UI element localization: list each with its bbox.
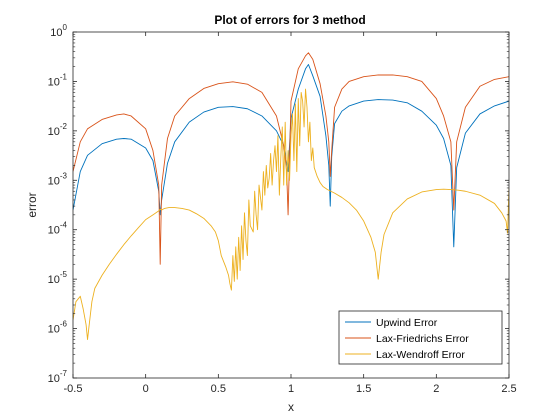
x-tick-label: 1.5 (356, 383, 371, 395)
x-tick-label: 0 (143, 383, 149, 395)
y-axis-label: error (25, 192, 39, 217)
y-tick-label: 10-2 (48, 122, 68, 138)
y-tick-label: 10-1 (48, 72, 68, 88)
y-tick-label-base: 10 (48, 126, 60, 138)
y-tick-label: 10-3 (48, 171, 68, 187)
y-tick-label-exponent: -7 (60, 369, 68, 378)
y-tick-label-base: 10 (50, 27, 62, 39)
chart-title: Plot of errors for 3 method (214, 13, 365, 27)
series-line-3 (73, 88, 509, 340)
legend: Upwind Error Lax-Friedrichs Error Lax-Wend… (338, 310, 503, 365)
y-tick-label-base: 10 (48, 373, 60, 385)
y-tick-label-exponent: -3 (60, 171, 68, 180)
y-tick-label-base: 10 (48, 225, 60, 237)
y-tick-label-base: 10 (48, 175, 60, 187)
x-tick-label: 0.5 (211, 383, 226, 395)
legend-label: Upwind Error (376, 317, 438, 329)
series-layer (73, 52, 509, 340)
legend-label: Lax-Wendroff Error (376, 349, 465, 361)
x-tick-label: -0.5 (64, 383, 83, 395)
y-tick-label-exponent: 0 (63, 23, 68, 32)
y-tick-label-base: 10 (48, 324, 60, 336)
y-tick-label-exponent: -6 (60, 320, 68, 329)
x-axis: -0.5 0 0.5 1 1.5 2 2.5 (64, 32, 517, 395)
y-tick-label-exponent: -4 (60, 221, 68, 230)
y-tick-label: 10-5 (48, 270, 68, 286)
x-axis-label: x (288, 400, 294, 414)
legend-label: Lax-Friedrichs Error (376, 333, 469, 345)
y-tick-label-exponent: -1 (60, 72, 68, 81)
x-tick-label: 2 (433, 383, 439, 395)
x-tick-label: 2.5 (501, 383, 516, 395)
y-tick-label: 10-4 (48, 221, 68, 237)
y-tick-label-exponent: -5 (60, 270, 68, 279)
y-tick-label-exponent: -2 (60, 122, 68, 131)
series-line-1 (73, 64, 509, 248)
y-tick-label: 10-7 (48, 369, 68, 385)
y-tick-label-base: 10 (48, 76, 60, 88)
y-tick-label: 100 (50, 23, 67, 39)
y-tick-label: 10-6 (48, 320, 68, 336)
series-line-2 (73, 52, 509, 265)
x-tick-label: 1 (288, 383, 294, 395)
y-tick-label-base: 10 (48, 274, 60, 286)
